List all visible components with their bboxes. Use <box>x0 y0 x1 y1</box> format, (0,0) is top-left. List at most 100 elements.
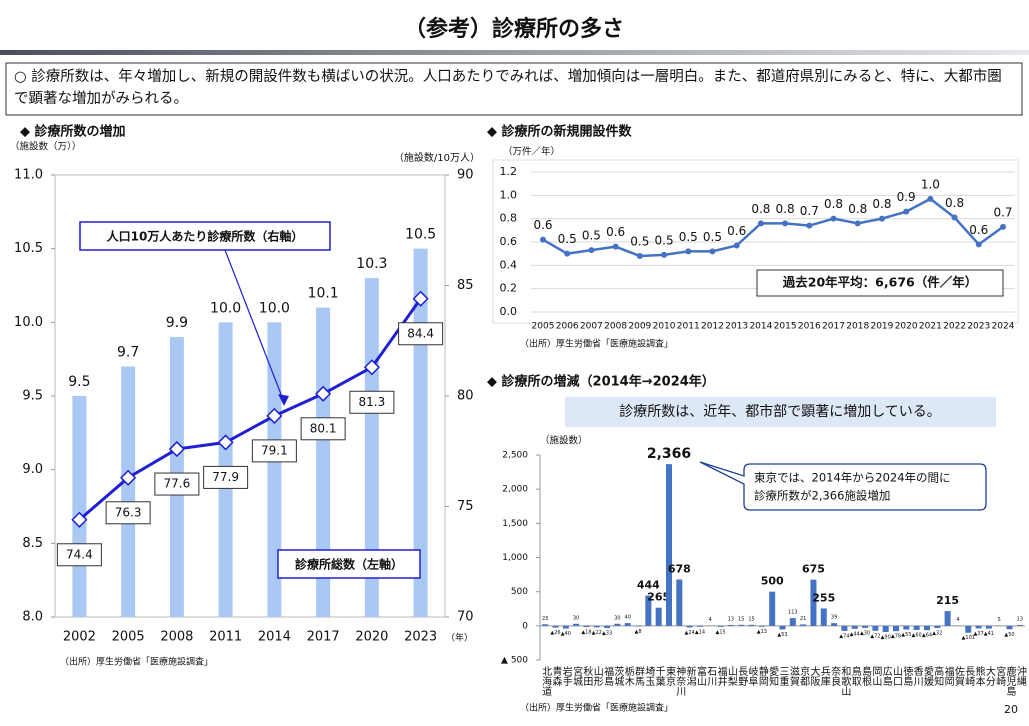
x-tick-label: 2015 <box>774 322 797 332</box>
line-series <box>78 297 422 521</box>
data-label: 9.5 <box>68 374 90 390</box>
x-tick-label: 京都 <box>798 665 810 687</box>
data-label: ▲64 <box>922 633 932 639</box>
y-tick-label: 1,500 <box>502 519 528 529</box>
data-label: 2,366 <box>647 446 691 462</box>
line-marker <box>733 242 740 249</box>
line-marker <box>782 220 789 227</box>
bar <box>882 625 889 632</box>
x-tick-label: 2020 <box>895 322 918 332</box>
y-tick-label: ▲ 500 <box>501 656 528 666</box>
x-tick-label: 2019 <box>870 322 893 332</box>
data-label: 39 <box>831 615 837 621</box>
chart-3: ◆ 診療所の増減（2014年→2024年） （施設数） （出所）厚生労働省「医療施設… <box>487 374 1026 714</box>
line-marker <box>363 359 380 376</box>
line-marker <box>266 407 283 424</box>
x-tick-label: 長崎 <box>963 666 975 686</box>
bar <box>903 625 910 630</box>
bar <box>779 625 786 630</box>
bar <box>789 618 796 626</box>
data-label: ▲13 <box>757 629 767 635</box>
bar <box>985 625 992 629</box>
data-label: 500 <box>761 575 784 588</box>
bar <box>800 624 807 626</box>
bar <box>72 396 87 617</box>
x-tick-label: 2017 <box>822 322 845 332</box>
data-label: 113 <box>788 610 798 616</box>
bar <box>593 625 600 628</box>
data-label: 4 <box>709 617 712 623</box>
bar <box>655 607 662 626</box>
bar <box>542 624 549 626</box>
line-marker <box>120 469 137 486</box>
y-tick-label: 80 <box>457 389 474 404</box>
data-label: 0.9 <box>897 190 916 204</box>
data-label: 13 <box>1017 616 1023 622</box>
data-label: ▲22 <box>592 630 602 636</box>
x-tick-label: 岡山 <box>870 666 882 686</box>
data-label: 10.3 <box>356 256 387 272</box>
data-label: ▲41 <box>984 631 994 637</box>
x-tick-label: 熊本 <box>973 665 985 687</box>
annotation-arrow <box>224 249 285 403</box>
bar <box>121 366 136 617</box>
x-tick-label: 富山 <box>694 665 706 686</box>
data-label: 0.6 <box>969 223 988 237</box>
legend-label: 診療所総数（左軸） <box>295 557 403 572</box>
data-label: 23 <box>542 616 548 622</box>
x-tick-label: 埼玉 <box>643 665 655 686</box>
data-label: 76.3 <box>115 505 142 519</box>
x-tick-label: 青森 <box>550 665 562 687</box>
bar <box>635 625 642 627</box>
y-tick-label: 0.2 <box>500 282 518 295</box>
y-tick-label: 2,500 <box>502 451 528 461</box>
x-tick-label: 2023 <box>967 322 990 332</box>
bar <box>975 625 982 629</box>
x-tick-label: 2020 <box>355 630 388 645</box>
y-tick-label: 90 <box>457 168 474 183</box>
data-label: ▲33 <box>602 631 612 637</box>
bar <box>738 624 745 626</box>
data-label: 30 <box>573 615 579 621</box>
x-tick-label: 徳島 <box>901 665 913 687</box>
x-tick-label: 石川 <box>705 666 717 686</box>
x-tick-label: 新潟 <box>684 665 696 687</box>
chart-title: ◆ 診療所の新規開設件数 <box>487 124 633 140</box>
data-label: 81.3 <box>359 395 386 409</box>
x-tick-label: 2009 <box>628 322 651 332</box>
data-label: 30 <box>614 615 620 621</box>
line-marker <box>685 248 692 255</box>
x-tick-label: 宮崎 <box>994 665 1006 686</box>
data-label: 0.8 <box>776 202 795 216</box>
data-label: ▲24 <box>685 630 695 636</box>
x-tick-label: 福岡 <box>942 665 954 687</box>
page-number: 20 <box>1004 703 1018 716</box>
line-marker <box>661 251 668 258</box>
x-tick-label: 2002 <box>63 630 96 645</box>
bar <box>562 625 569 629</box>
y-tick-label: 8.5 <box>22 536 43 551</box>
x-tick-label: 山梨 <box>725 666 737 687</box>
y-tick-label: 75 <box>457 499 474 514</box>
data-label: 0.8 <box>751 202 770 216</box>
bar <box>645 595 652 626</box>
data-label: 9.9 <box>166 315 188 331</box>
bar <box>1006 625 1013 630</box>
data-label: 79.1 <box>261 443 288 457</box>
x-tick-label: 佐賀 <box>952 666 964 687</box>
x-tick-label: 大阪 <box>808 665 820 687</box>
x-tick-label: 2013 <box>725 322 748 332</box>
bar <box>841 625 848 631</box>
x-tick-label: 香川 <box>911 666 923 686</box>
data-label: ▲50 <box>1004 632 1014 638</box>
x-tick-label: 静岡 <box>756 665 768 687</box>
y-tick-label: 8.0 <box>22 610 43 625</box>
line-marker <box>951 214 958 221</box>
legend-box <box>79 221 331 251</box>
data-label: 10.0 <box>210 300 241 316</box>
data-label: 0.6 <box>727 224 746 238</box>
bar <box>676 579 683 626</box>
label-box <box>56 543 102 567</box>
data-label: ▲32 <box>932 631 942 637</box>
